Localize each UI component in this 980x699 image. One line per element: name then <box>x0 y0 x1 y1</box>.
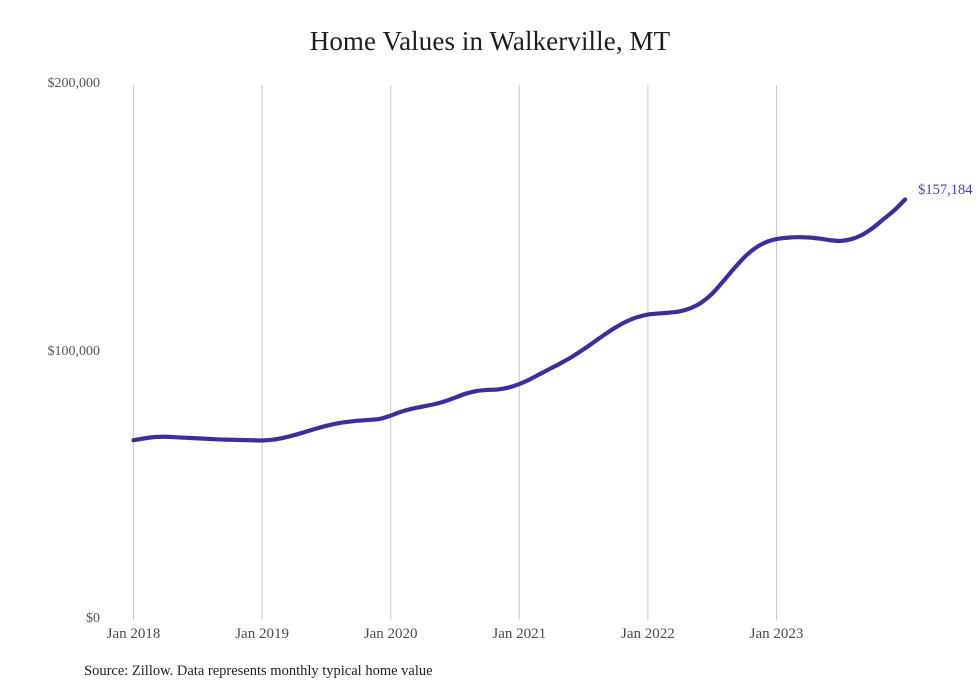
x-axis-tick-label: Jan 2022 <box>621 626 675 642</box>
y-axis-tick-label: $100,000 <box>47 343 101 359</box>
y-axis-tick-label: $200,000 <box>47 76 101 91</box>
x-axis-tick-label: Jan 2021 <box>492 626 547 642</box>
x-axis-tick-label: Jan 2019 <box>235 626 289 642</box>
end-value-annotation: $157,184 <box>918 181 973 198</box>
y-axis-tick-label: $0 <box>86 611 100 626</box>
source-footnote: Source: Zillow. Data represents monthly … <box>84 663 433 679</box>
chart-title: Home Values in Walkerville, MT <box>309 26 671 56</box>
gridlines-group <box>133 85 777 620</box>
x-axis-tick-label: Jan 2018 <box>106 626 161 642</box>
x-axis-tick-label: Jan 2020 <box>363 626 418 642</box>
x-axis-tick-label: Jan 2023 <box>749 626 804 642</box>
value-line-series <box>131 197 908 443</box>
